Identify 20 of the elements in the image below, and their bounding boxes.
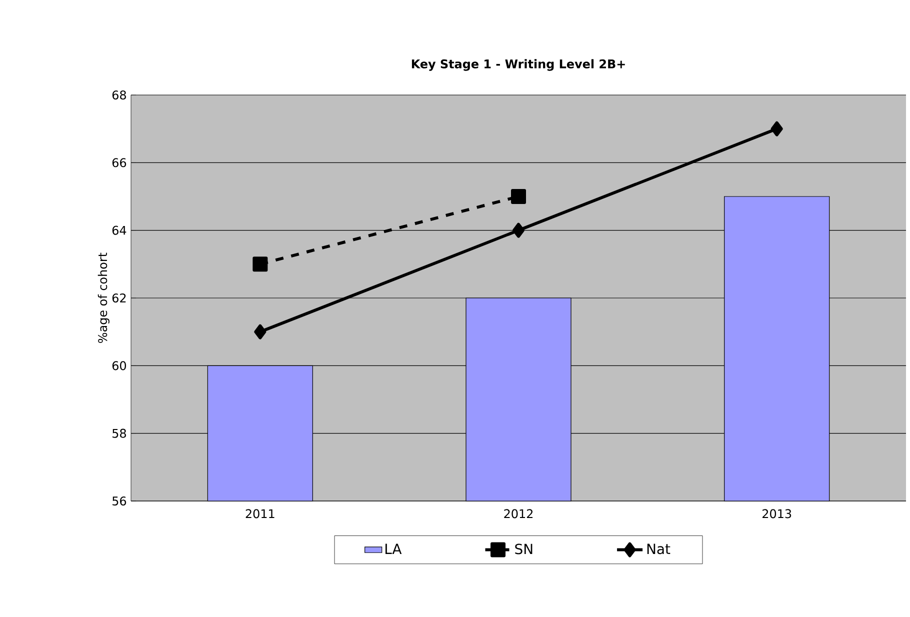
x-tick-label: 2011 [246,509,274,518]
x-tick-label: 2013 [762,509,792,518]
legend-label: LA [386,544,402,554]
y-tick-label: 62 [112,293,126,303]
legend-label: SN [515,544,532,554]
point [254,324,266,340]
legend-label: Nat [647,544,670,554]
y-tick-label: 60 [112,361,126,370]
y-tick-label: 56 [112,496,126,506]
point [512,222,525,238]
y-axis-title: %age of cohort [98,252,110,343]
chart-title: Key Stage 1 - Writing Level 2B+ [412,59,625,71]
x-tick-label: 2012 [504,509,533,518]
y-tick-label: 58 [112,428,126,438]
point [252,256,268,272]
point [511,188,526,204]
y-tick-label: 68 [112,90,126,100]
y-tick-label: 64 [112,226,126,235]
point [770,121,783,136]
y-tick-label: 66 [112,158,126,168]
